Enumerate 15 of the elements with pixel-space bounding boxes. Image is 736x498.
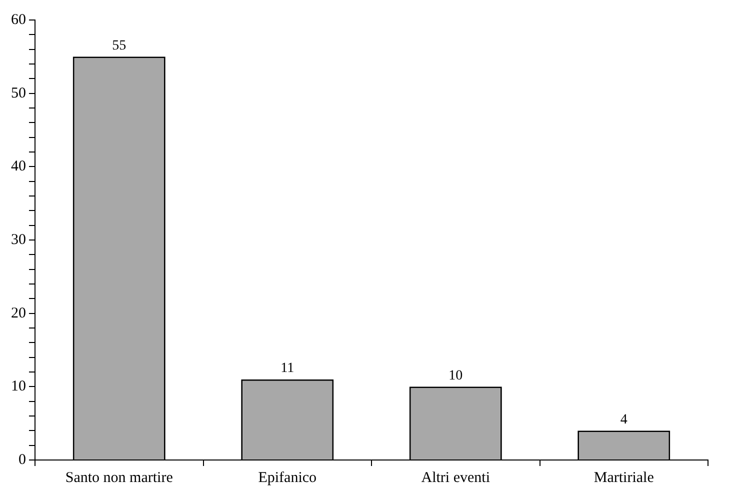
y-tick-label: 40 <box>11 158 26 175</box>
data-label: 11 <box>280 361 294 376</box>
y-tick-label: 30 <box>11 232 26 248</box>
x-tick-label: Altri eventi <box>421 470 490 486</box>
y-tick-label: 20 <box>11 305 26 322</box>
data-label: 4 <box>620 412 628 428</box>
y-tick-label: 0 <box>18 452 26 468</box>
data-label: 55 <box>112 38 126 54</box>
y-tick-label: 60 <box>11 12 26 28</box>
y-tick-label: 50 <box>11 85 26 102</box>
x-tick-label: Epifanico <box>258 470 317 486</box>
y-tick-label: 10 <box>11 378 26 395</box>
x-tick-label: Martiriale <box>594 470 654 486</box>
data-label: 10 <box>448 368 463 384</box>
x-tick-label: Santo non martire <box>65 470 174 486</box>
